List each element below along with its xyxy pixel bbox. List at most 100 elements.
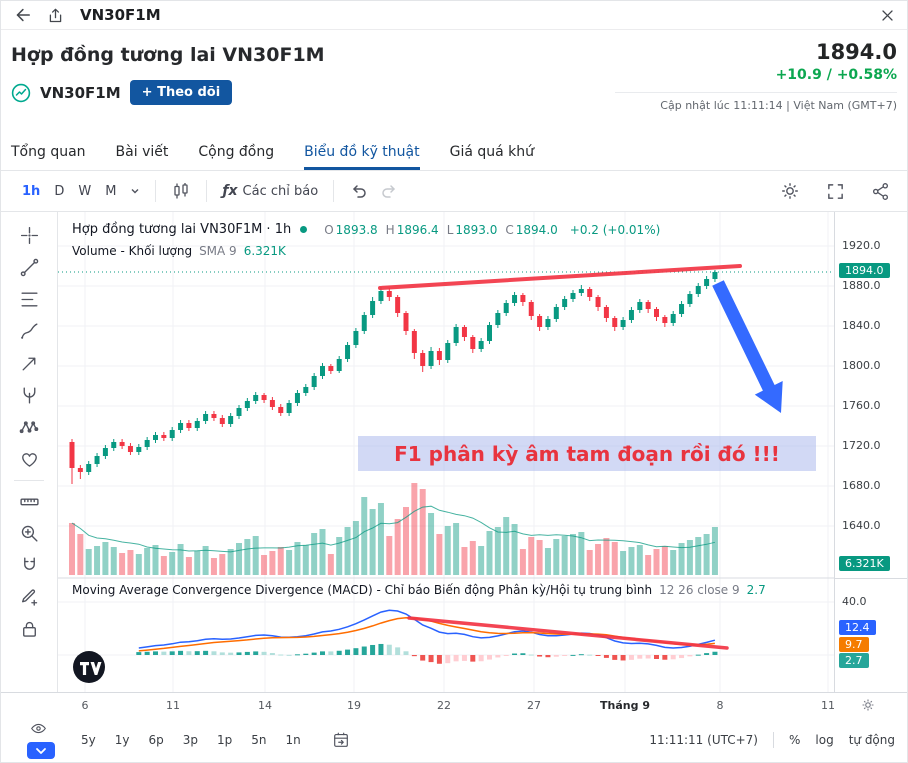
chart-settings-button[interactable] (777, 178, 803, 204)
sidebar-divider (14, 480, 44, 481)
tab-tong-quan[interactable]: Tổng quan (11, 143, 86, 160)
updated-timestamp: Cập nhật lúc 11:11:14 | Việt Nam (GMT+7) (615, 92, 897, 112)
ohlc-value: 1896.4 (396, 222, 439, 237)
share-chart-button[interactable] (868, 179, 893, 204)
chart-style-button[interactable] (168, 178, 194, 204)
crosshair-tool[interactable] (12, 220, 46, 251)
time-axis[interactable]: 6 11 14 19 22 27 Tháng 9 8 11 (1, 692, 907, 718)
share-page-button[interactable] (47, 7, 64, 24)
pitchfork-icon (23, 387, 35, 404)
chart-clock: 11:11:11 (UTC+7) (649, 733, 758, 747)
range-6p-button[interactable]: 6p (148, 733, 164, 747)
interval-menu-button[interactable] (127, 183, 143, 199)
series-title: Hợp đồng tương lai VN30F1M · 1h (72, 222, 292, 237)
draw-tool[interactable] (12, 582, 46, 613)
close-icon (882, 9, 893, 21)
drawing-toolbar (1, 212, 58, 692)
brush-tool[interactable] (12, 316, 46, 347)
range-5n-button[interactable]: 5n (251, 733, 267, 747)
auto-scale-button[interactable]: tự động (848, 733, 895, 747)
price-axis[interactable]: 1920.0 1880.0 1840.0 1800.0 1760.0 1720.0 1680… (834, 212, 907, 692)
macd-badge: 9.7 (839, 636, 869, 652)
price-tick: 1640.0 (842, 519, 881, 532)
tab-bai-viet[interactable]: Bài viết (115, 143, 169, 160)
market-status-dot (300, 226, 308, 233)
ohlc-value: 1894.0 (515, 222, 558, 237)
trend-line-tool[interactable] (12, 252, 46, 283)
range-1y-button[interactable]: 1y (114, 733, 130, 747)
lock-tool[interactable] (12, 614, 46, 645)
time-label: 11 (166, 699, 180, 712)
tab-gia-qua-khu[interactable]: Giá quá khứ (449, 143, 535, 160)
magnet-tool[interactable] (12, 550, 46, 581)
arrow-annotation[interactable] (712, 280, 783, 413)
pitchfork-tool[interactable] (12, 380, 46, 411)
log-scale-button[interactable]: log (815, 733, 834, 747)
ohlc-values: O 1893.8 H 1896.4 L 1893.0 C 1894.0 (316, 223, 558, 237)
magnet-icon (23, 557, 35, 570)
range-1n-button[interactable]: 1n (285, 733, 301, 747)
measure-tool[interactable] (12, 486, 46, 517)
range-3p-button[interactable]: 3p (182, 733, 199, 747)
nav-tabs: Tổng quan Bài viết Cộng đồng Biểu đồ kỹ thu… (1, 134, 907, 171)
price-tick: 1880.0 (842, 279, 881, 292)
zoom-in-icon (21, 525, 38, 542)
tab-bieu-do-ky-thuat[interactable]: Biểu đồ kỹ thuật (304, 134, 420, 170)
price-tick: 1920.0 (842, 239, 881, 252)
heart-tool[interactable] (12, 444, 46, 475)
percent-scale-button[interactable]: % (788, 733, 801, 747)
interval-d-button[interactable]: D (54, 183, 65, 199)
redo-button[interactable] (376, 178, 402, 204)
bar-change: +0.2 (+0.01%) (569, 222, 661, 237)
follow-button[interactable]: + Theo dõi (129, 80, 233, 105)
volume-sma-label: SMA 9 (199, 244, 237, 258)
bottom-bar-divider (772, 732, 774, 748)
pane-separator (835, 578, 907, 579)
indicators-button[interactable]: ƒx Các chỉ báo (219, 180, 321, 202)
hide-drawings-button[interactable] (30, 720, 47, 737)
collapse-drawing-toolbar-button[interactable] (27, 742, 55, 759)
calendar-icon (333, 732, 348, 747)
draw-icon (21, 589, 37, 606)
price-change: +10.9 / +0.58% (775, 67, 897, 84)
eye-icon (31, 723, 46, 734)
fib-retracement-tool[interactable] (12, 284, 46, 315)
go-to-date-button[interactable] (332, 731, 350, 749)
volume-badge: 6.321K (839, 556, 890, 571)
arrow-marker-tool[interactable] (12, 348, 46, 379)
zoom-in-tool[interactable] (12, 518, 46, 549)
chart-canvas[interactable] (58, 212, 834, 692)
interval-w-button[interactable]: W (78, 183, 92, 199)
heart-icon (21, 453, 37, 467)
interval-group: 1h D W M (15, 180, 123, 203)
interval-m-button[interactable]: M (105, 183, 117, 199)
measure-icon (19, 498, 39, 506)
range-1p-button[interactable]: 1p (217, 733, 233, 747)
volume-label: Volume - Khối lượng (72, 244, 193, 258)
close-button[interactable] (880, 8, 895, 23)
xabcd-pattern-tool[interactable] (12, 412, 46, 443)
brush-icon (20, 323, 38, 339)
tradingview-logo[interactable] (72, 650, 106, 688)
back-button[interactable] (13, 6, 31, 24)
volume-legend: Volume - Khối lượng SMA 9 6.321K (72, 244, 286, 258)
fullscreen-button[interactable] (823, 179, 848, 204)
chart-text-annotation[interactable]: F1 phân kỳ âm tam đoạn rồi đó !!! (358, 436, 816, 471)
lock-icon (22, 621, 36, 637)
tab-cong-dong[interactable]: Cộng đồng (198, 143, 275, 160)
time-axis-settings-button[interactable] (861, 698, 875, 715)
gear-icon (862, 699, 874, 711)
last-price-badge: 1894.0 (839, 263, 890, 278)
chart-main: Hợp đồng tương lai VN30F1M · 1h O 1893.8 H… (58, 212, 834, 692)
range-5y-button[interactable]: 5y (81, 733, 96, 747)
last-price: 1894.0 (815, 40, 897, 64)
ohlc-value: 1893.8 (335, 222, 378, 237)
macd-legend: Moving Average Convergence Divergence (M… (72, 583, 766, 597)
time-label: 6 (81, 699, 89, 712)
tradingview-logo-icon (73, 651, 105, 683)
price-tick: 1800.0 (842, 359, 881, 372)
undo-button[interactable] (346, 178, 372, 204)
ohlc-key: O (324, 222, 334, 237)
interval-1h-button[interactable]: 1h (22, 183, 41, 199)
xabcd-pattern-icon (19, 421, 38, 434)
